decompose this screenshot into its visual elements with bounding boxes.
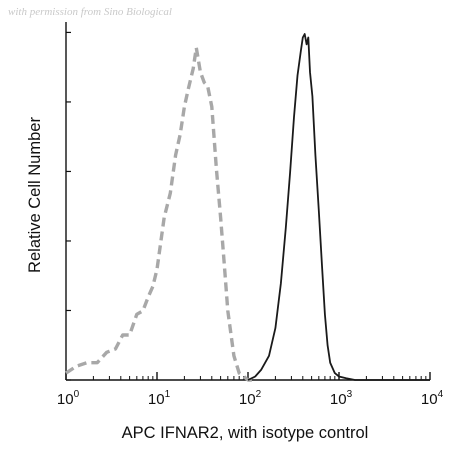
x-axis: 100 101 102 103 104 (57, 372, 444, 408)
x-axis-title: APC IFNAR2, with isotype control (122, 424, 369, 442)
x-tick-label: 101 (148, 389, 171, 408)
x-tick-label: 103 (330, 389, 353, 408)
ifnar2-stained-curve (247, 33, 430, 381)
x-tick-label: 104 (421, 389, 444, 408)
x-tick-label: 100 (57, 389, 80, 408)
isotype-control-curve (65, 46, 256, 382)
y-axis-title: Relative Cell Number (26, 117, 44, 273)
x-tick-label: 102 (239, 389, 262, 408)
watermark-text: with permission from Sino Biological (8, 6, 172, 18)
series-layer (65, 33, 430, 382)
y-axis (65, 22, 71, 381)
